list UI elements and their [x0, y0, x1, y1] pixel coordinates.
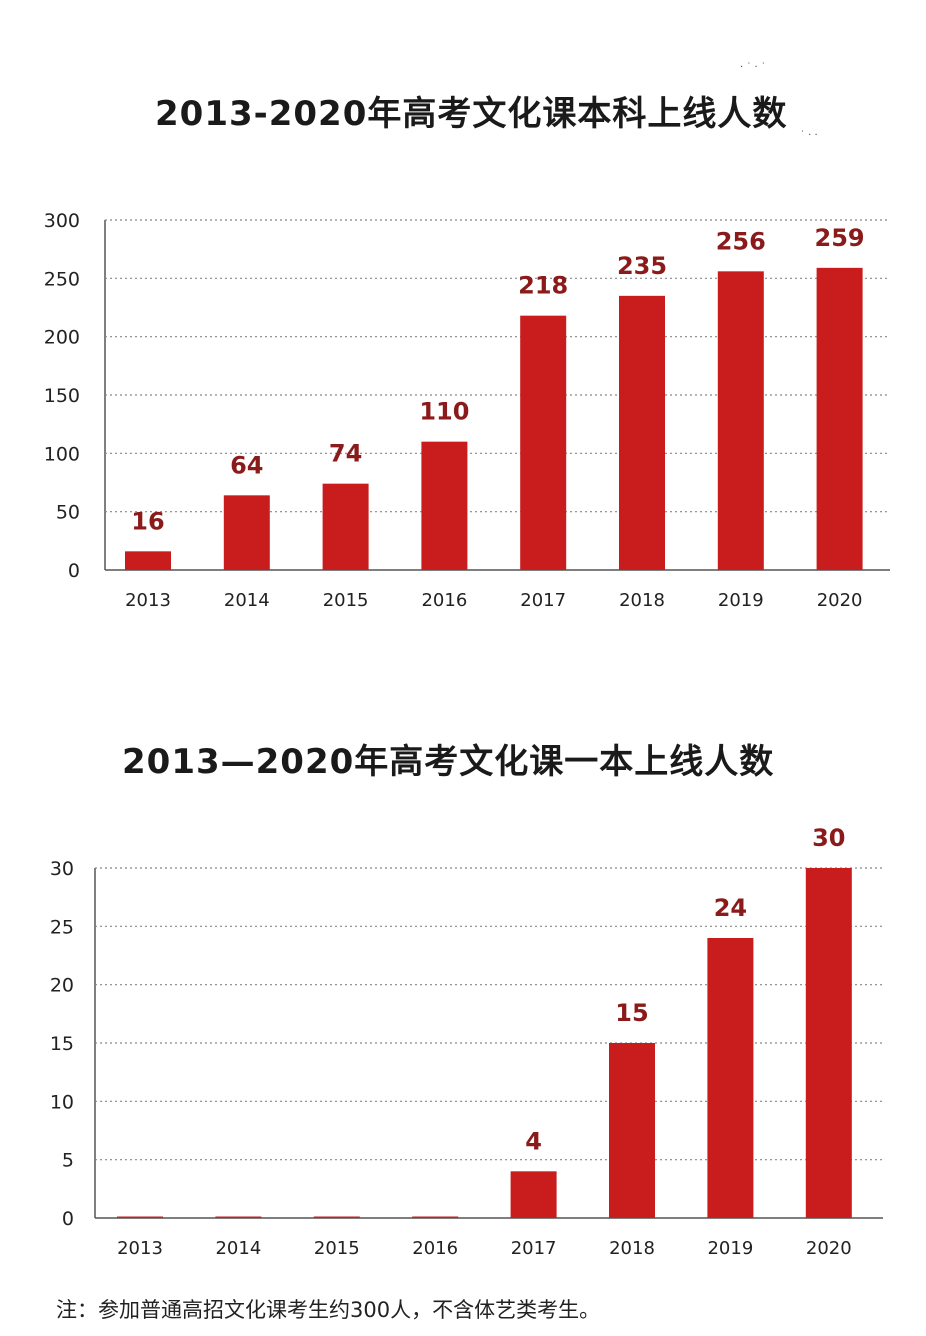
x-tick-label: 2015 [314, 1238, 360, 1259]
data-label: 64 [230, 451, 263, 479]
data-label: 16 [131, 507, 164, 535]
x-tick-label: 2013 [117, 1238, 163, 1259]
bar-2017 [510, 1171, 557, 1218]
bar-2019 [717, 271, 764, 570]
x-tick-label: 2016 [412, 1238, 458, 1259]
decoration-dots: · ˙ · ˙ [740, 62, 766, 73]
x-tick-label: 2014 [224, 590, 270, 611]
bar-2013 [125, 551, 171, 570]
data-label: 15 [615, 999, 648, 1027]
data-label: 24 [714, 894, 747, 922]
chart-2-plot: 0 5 10 15 20 25 30 2013 2014 2015 2016 4 2017 15 2018 2… [50, 824, 883, 1259]
y-tick-label: 100 [44, 443, 80, 465]
y-tick-label: 0 [62, 1208, 74, 1230]
footnote: 注：参加普通高招文化课考生约300人，不含体艺类考生。 [56, 1298, 601, 1322]
y-tick-label: 200 [44, 327, 80, 349]
chart-1-title: 2013-2020年高考文化课本科上线人数 [155, 94, 788, 134]
x-tick-label: 2019 [707, 1238, 753, 1259]
y-tick-label: 5 [62, 1150, 74, 1172]
data-label: 235 [617, 252, 667, 280]
y-tick-label: 50 [56, 502, 80, 524]
y-tick-label: 250 [44, 268, 80, 290]
bar-2018 [619, 295, 665, 570]
x-tick-label: 2019 [718, 590, 764, 611]
x-tick-label: 2015 [323, 590, 369, 611]
x-tick-label: 2013 [125, 590, 171, 611]
x-tick-label: 2018 [619, 590, 665, 611]
y-tick-label: 25 [50, 916, 74, 938]
data-label: 256 [716, 227, 766, 255]
data-label: 218 [518, 272, 568, 300]
y-tick-label: 20 [50, 975, 74, 997]
x-tick-label: 2014 [215, 1238, 261, 1259]
bar-2020 [816, 267, 863, 570]
y-tick-label: 30 [50, 858, 74, 880]
y-tick-label: 10 [50, 1091, 74, 1113]
y-tick-label: 300 [44, 210, 80, 232]
bar-2015 [322, 483, 369, 570]
bar-2018 [609, 1043, 655, 1218]
data-label: 30 [812, 824, 845, 852]
bar-2017 [520, 315, 567, 570]
y-tick-label: 0 [68, 560, 80, 582]
x-tick-label: 2017 [520, 590, 566, 611]
bar-2020 [805, 868, 852, 1218]
bar-2015 [313, 1216, 360, 1218]
x-tick-label: 2016 [421, 590, 467, 611]
bar-2019 [707, 938, 754, 1218]
bar-2014 [223, 495, 270, 570]
x-tick-label: 2018 [609, 1238, 655, 1259]
x-tick-label: 2017 [511, 1238, 557, 1259]
data-label: 4 [525, 1127, 542, 1155]
bar-2013 [117, 1216, 163, 1218]
chart-2-title: 2013—2020年高考文化课一本上线人数 [122, 742, 775, 782]
bar-2016 [412, 1216, 459, 1218]
bar-2016 [421, 441, 468, 570]
y-tick-label: 150 [44, 385, 80, 407]
x-tick-label: 2020 [817, 590, 863, 611]
data-label: 110 [419, 398, 469, 426]
chart-1-plot: 0 50 100 150 200 250 300 16 2013 64 2014 74 2015 110 2… [44, 210, 890, 611]
decoration-dots: ˙ · · [800, 130, 818, 141]
x-tick-label: 2020 [806, 1238, 852, 1259]
bar-2014 [215, 1216, 262, 1218]
data-label: 74 [329, 440, 362, 468]
data-label: 259 [815, 224, 865, 252]
y-tick-label: 15 [50, 1033, 74, 1055]
